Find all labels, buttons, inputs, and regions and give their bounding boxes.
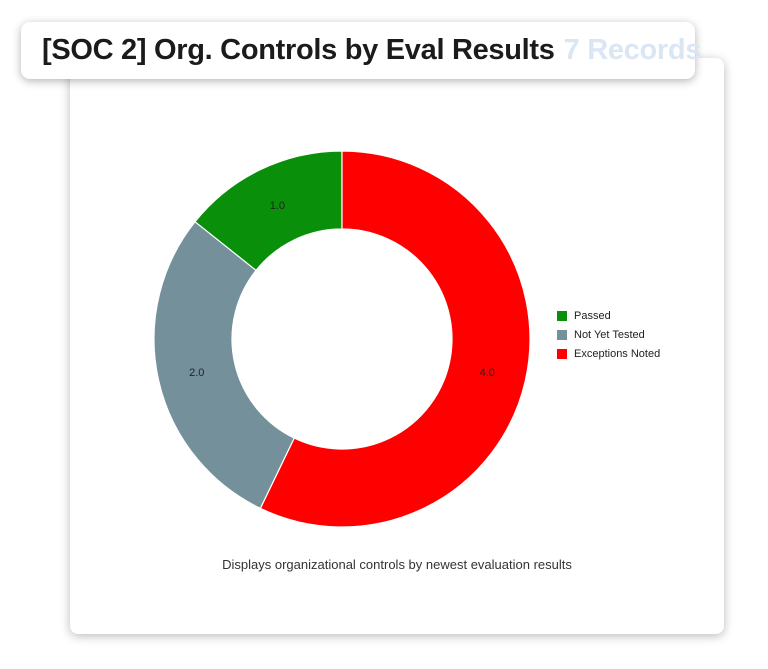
- legend-item[interactable]: Passed: [557, 306, 660, 325]
- chart-legend: Passed Not Yet Tested Exceptions Noted: [557, 306, 660, 363]
- legend-swatch: [557, 310, 567, 321]
- legend-item[interactable]: Exceptions Noted: [557, 344, 660, 363]
- legend-label: Exceptions Noted: [574, 347, 661, 360]
- chart-value-labels: 1.0 2.0 4.0: [189, 200, 495, 379]
- chart-caption: Displays organizational controls by newe…: [222, 557, 572, 572]
- slice-exceptions-noted[interactable]: [259, 150, 531, 528]
- legend-swatch: [557, 348, 567, 359]
- record-count[interactable]: 7 Records: [563, 34, 702, 66]
- chart-title: [SOC 2] Org. Controls by Eval Results: [42, 34, 555, 66]
- title-bar: [SOC 2] Org. Controls by Eval Results 7 …: [21, 22, 701, 79]
- legend-swatch: [557, 329, 567, 340]
- legend-label: Not Yet Tested: [574, 328, 645, 341]
- legend-label: Passed: [574, 309, 611, 322]
- chart-slices: [153, 150, 531, 528]
- legend-item[interactable]: Not Yet Tested: [557, 325, 660, 344]
- slice-value-label: 4.0: [480, 367, 495, 379]
- slice-not-yet-tested[interactable]: [153, 220, 296, 510]
- slice-value-label: 1.0: [270, 200, 285, 212]
- slice-value-label: 2.0: [189, 367, 204, 379]
